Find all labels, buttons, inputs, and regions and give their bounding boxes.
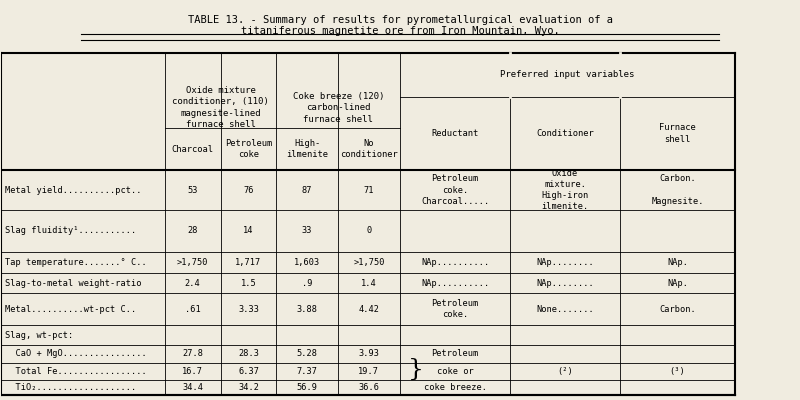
- Text: Charcoal: Charcoal: [172, 145, 214, 154]
- Text: 1,603: 1,603: [294, 258, 320, 267]
- Text: (²): (²): [557, 367, 573, 376]
- Text: Petroleum
coke.
Charcoal.....: Petroleum coke. Charcoal.....: [421, 174, 489, 206]
- Text: Petroleum: Petroleum: [431, 350, 478, 358]
- Text: NAp..........: NAp..........: [421, 258, 489, 267]
- Text: Total Fe.................: Total Fe.................: [5, 367, 146, 376]
- Text: NAp........: NAp........: [536, 258, 594, 267]
- Text: 76: 76: [243, 186, 254, 194]
- Text: No
conditioner: No conditioner: [340, 139, 398, 160]
- Text: Conditioner: Conditioner: [536, 129, 594, 138]
- Text: Tap temperature.......° C..: Tap temperature.......° C..: [5, 258, 146, 267]
- Text: 19.7: 19.7: [358, 367, 379, 376]
- Text: 3.33: 3.33: [238, 305, 259, 314]
- Text: 14: 14: [243, 226, 254, 235]
- Text: 28: 28: [187, 226, 198, 235]
- Text: }: }: [408, 358, 424, 381]
- Text: Metal yield..........pct..: Metal yield..........pct..: [5, 186, 141, 194]
- Text: High-
ilmenite: High- ilmenite: [286, 139, 328, 160]
- Text: NAp.: NAp.: [667, 258, 688, 267]
- Text: 3.88: 3.88: [297, 305, 318, 314]
- Text: 33: 33: [302, 226, 312, 235]
- Text: titaniferous magnetite ore from Iron Mountain, Wyo.: titaniferous magnetite ore from Iron Mou…: [241, 26, 559, 36]
- Text: coke or: coke or: [437, 367, 474, 376]
- Text: 34.4: 34.4: [182, 383, 203, 392]
- Text: 27.8: 27.8: [182, 350, 203, 358]
- Text: 2.4: 2.4: [185, 279, 201, 288]
- Text: 16.7: 16.7: [182, 367, 203, 376]
- Text: 1.4: 1.4: [361, 279, 377, 288]
- Text: None.......: None.......: [536, 305, 594, 314]
- Text: 5.28: 5.28: [297, 350, 318, 358]
- Text: Slag, wt-pct:: Slag, wt-pct:: [5, 330, 73, 340]
- Text: Oxide mixture
conditioner, (110)
magnesite-lined
furnace shell: Oxide mixture conditioner, (110) magnesi…: [172, 86, 269, 129]
- Text: Oxide
mixture.
High-iron
ilmenite.: Oxide mixture. High-iron ilmenite.: [542, 169, 589, 211]
- Text: (³): (³): [670, 367, 686, 376]
- Text: Slag-to-metal weight-ratio: Slag-to-metal weight-ratio: [5, 279, 141, 288]
- Text: 4.42: 4.42: [358, 305, 379, 314]
- Text: Carbon.

Magnesite.: Carbon. Magnesite.: [651, 174, 704, 206]
- Text: Reductant: Reductant: [431, 129, 478, 138]
- Text: >1,750: >1,750: [177, 258, 209, 267]
- Text: TABLE 13. - Summary of results for pyrometallurgical evaluation of a: TABLE 13. - Summary of results for pyrom…: [187, 15, 613, 25]
- Text: NAp........: NAp........: [536, 279, 594, 288]
- Text: 53: 53: [187, 186, 198, 194]
- Text: 71: 71: [364, 186, 374, 194]
- Text: NAp.: NAp.: [667, 279, 688, 288]
- Text: TiO₂...................: TiO₂...................: [5, 383, 136, 392]
- Text: 1.5: 1.5: [241, 279, 257, 288]
- Text: Metal..........wt-pct C..: Metal..........wt-pct C..: [5, 305, 136, 314]
- Text: Furnace
shell: Furnace shell: [659, 124, 696, 144]
- Text: 6.37: 6.37: [238, 367, 259, 376]
- Text: Petroleum
coke: Petroleum coke: [225, 139, 272, 160]
- Text: 36.6: 36.6: [358, 383, 379, 392]
- Text: .9: .9: [302, 279, 312, 288]
- Text: Slag fluidity¹...........: Slag fluidity¹...........: [5, 226, 136, 235]
- Text: 56.9: 56.9: [297, 383, 318, 392]
- Text: 1,717: 1,717: [235, 258, 262, 267]
- Text: 28.3: 28.3: [238, 350, 259, 358]
- Text: Preferred input variables: Preferred input variables: [500, 70, 634, 79]
- Text: >1,750: >1,750: [353, 258, 385, 267]
- Text: 0: 0: [366, 226, 371, 235]
- Text: .61: .61: [185, 305, 201, 314]
- Text: Petroleum
coke.: Petroleum coke.: [431, 299, 478, 319]
- Text: Carbon.: Carbon.: [659, 305, 696, 314]
- Text: coke breeze.: coke breeze.: [423, 383, 486, 392]
- Text: Coke breeze (120)
carbon-lined
furnace shell: Coke breeze (120) carbon-lined furnace s…: [293, 92, 384, 124]
- Text: 87: 87: [302, 186, 312, 194]
- Text: CaO + MgO................: CaO + MgO................: [5, 350, 146, 358]
- Text: NAp..........: NAp..........: [421, 279, 489, 288]
- Text: 3.93: 3.93: [358, 350, 379, 358]
- Text: 34.2: 34.2: [238, 383, 259, 392]
- Text: 7.37: 7.37: [297, 367, 318, 376]
